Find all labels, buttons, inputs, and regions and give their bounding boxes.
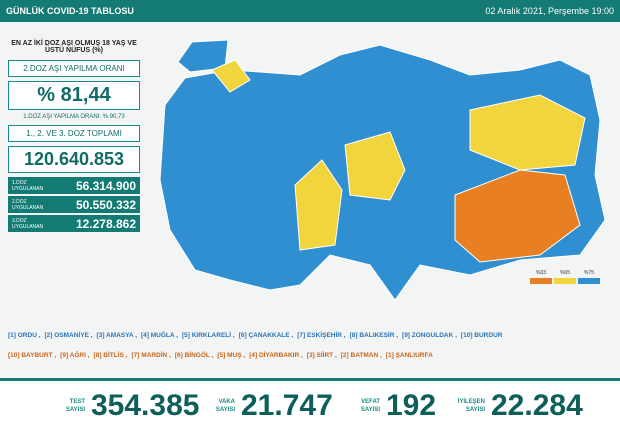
stat-value: 21.747	[241, 389, 333, 422]
province-item: [5] MUŞ ,	[217, 352, 246, 359]
province-item: [3] AMASYA ,	[96, 332, 137, 339]
legend-label: %33	[536, 270, 546, 276]
stat-label: İYİLEŞEN SAYISI	[457, 399, 485, 413]
stat-label: VAKA SAYISI	[215, 399, 235, 413]
vaccine-panel: EN AZ İKİ DOZ AŞI OLMUŞ 18 YAŞ VE ÜSTÜ N…	[8, 40, 140, 290]
dose-row: 3.DOZ UYGULANAN 12.278.862	[8, 215, 140, 232]
province-item: [4] DİYARBAKIR ,	[249, 352, 303, 359]
dose-value: 12.278.862	[75, 216, 136, 231]
province-item: [9] AĞRI ,	[60, 352, 90, 359]
bottom-list: [10] BAYBURT , [9] AĞRI , [8] BİTLİS , [7] …	[8, 352, 612, 359]
map: %33 %65 %75	[159, 39, 606, 301]
legend-label: %75	[584, 270, 594, 276]
total-value: 120.640.853	[8, 146, 140, 173]
province-item: [9] ZONGULDAK ,	[402, 332, 457, 339]
dose-list: 1.DOZ UYGULANAN 56.314.900 2.DOZ UYGULANAN…	[8, 177, 140, 232]
total-label: 1., 2. VE 3. DOZ TOPLAMI	[8, 125, 140, 142]
province-item: [2] OSMANİYE ,	[44, 332, 93, 339]
stat-value: 192	[386, 389, 437, 422]
province-item: [5] KIRKLARELİ ,	[181, 332, 235, 339]
stat: VAKA SAYISI 21.747	[205, 389, 333, 423]
map-region	[469, 94, 586, 171]
dose-row: 2.DOZ UYGULANAN 50.550.332	[8, 196, 140, 213]
dose-label: 3.DOZ UYGULANAN	[12, 217, 44, 230]
legend-swatch	[578, 278, 600, 284]
province-item: [8] BALIKESİR ,	[349, 332, 399, 339]
dose-label: 1.DOZ UYGULANAN	[12, 179, 44, 192]
dose-value: 56.314.900	[75, 178, 136, 193]
legend-swatch	[530, 278, 552, 284]
dose-row: 1.DOZ UYGULANAN 56.314.900	[8, 177, 140, 194]
province-item: [3] SİİRT ,	[306, 352, 337, 359]
province-item: [7] ESKİŞEHİR ,	[297, 332, 346, 339]
stats-bar: TEST SAYISI 354.385 VAKA SAYISI 21.747 VEFAT…	[0, 378, 620, 440]
province-item: [2] BATMAN ,	[340, 352, 382, 359]
province-item: [10] BAYBURT ,	[8, 352, 57, 359]
map-thrace	[177, 39, 229, 73]
header-date: 02 Aralık 2021, Perşembe 19:00	[485, 6, 614, 16]
province-item: [8] BİTLİS ,	[93, 352, 128, 359]
dose-value: 50.550.332	[75, 197, 136, 212]
stat: VEFAT SAYISI 192	[350, 389, 436, 423]
rate-value: % 81,44	[8, 81, 140, 110]
province-item: [1] ORDU ,	[8, 332, 41, 339]
top-list: [1] ORDU , [2] OSMANİYE , [3] AMASYA , [4] …	[8, 332, 612, 339]
province-item: [6] ÇANAKKALE ,	[238, 332, 294, 339]
header-title: GÜNLÜK COVID-19 TABLOSU	[6, 6, 134, 16]
map-region	[294, 159, 343, 251]
province-item: [6] BİNGÖL ,	[174, 352, 214, 359]
legend-label: %65	[560, 270, 570, 276]
header-bar: GÜNLÜK COVID-19 TABLOSU 02 Aralık 2021, …	[0, 0, 620, 22]
stat-label: VEFAT SAYISI	[360, 399, 380, 413]
stat: TEST SAYISI 354.385	[55, 389, 200, 423]
panel-heading: EN AZ İKİ DOZ AŞI OLMUŞ 18 YAŞ VE ÜSTÜ N…	[11, 40, 137, 54]
rate-label: 2.DOZ AŞI YAPILMA ORANI	[8, 60, 140, 77]
dose-label: 2.DOZ UYGULANAN	[12, 198, 44, 211]
stat: İYİLEŞEN SAYISI 22.284	[455, 389, 583, 423]
map-region	[344, 131, 406, 201]
province-item: [1] ŞANLIURFA	[385, 352, 433, 359]
stat-value: 354.385	[91, 389, 200, 422]
province-item: [7] MARDİN ,	[131, 352, 171, 359]
map-region	[454, 169, 581, 263]
stat-label: TEST SAYISI	[65, 399, 85, 413]
first-dose-rate: 1.DOZ AŞI YAPILMA ORANI: % 90,73	[23, 114, 125, 120]
stat-value: 22.284	[491, 389, 583, 422]
map-region	[211, 59, 251, 93]
province-item: [10] BURDUR	[460, 332, 503, 339]
province-item: [4] MUĞLA ,	[141, 332, 178, 339]
map-legend: %33 %65 %75	[530, 270, 600, 284]
legend-swatch	[554, 278, 576, 284]
